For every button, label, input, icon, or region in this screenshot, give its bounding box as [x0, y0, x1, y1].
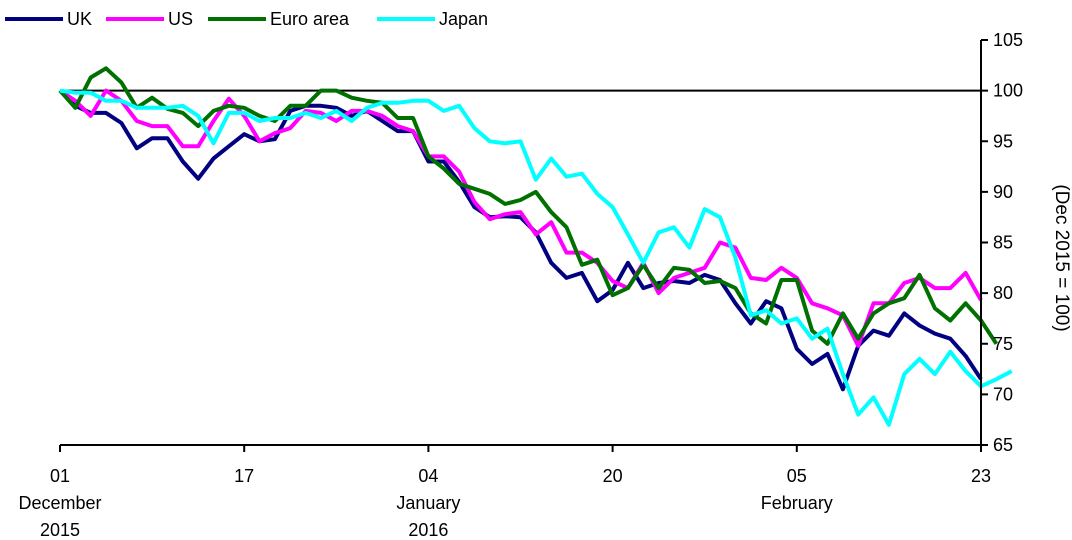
- x-tick-label: 2015: [40, 520, 80, 540]
- y-tick-label: 80: [993, 283, 1013, 303]
- x-tick-label: December: [18, 493, 101, 513]
- legend-label: Japan: [439, 9, 488, 29]
- series-group: [58, 66, 1013, 427]
- y-axis-label: (Dec 2015 = 100): [1051, 184, 1072, 331]
- x-tick-label: 2016: [408, 520, 448, 540]
- y-tick-label: 105: [993, 30, 1023, 50]
- y-tick-label: 100: [993, 81, 1023, 101]
- y-tick-label: 70: [993, 384, 1013, 404]
- x-tick-label: January: [396, 493, 460, 513]
- x-tick-label: 23: [971, 466, 991, 486]
- series-line-euro-area: [58, 66, 999, 346]
- legend-label: Euro area: [270, 9, 350, 29]
- x-tick-label: 17: [234, 466, 254, 486]
- x-ticks-group: 01 December 2015 17 04 January 2016 20 05 Februar…: [18, 445, 991, 540]
- x-tick-label: 04: [418, 466, 438, 486]
- legend-label: US: [168, 9, 193, 29]
- x-tick-label: February: [761, 493, 833, 513]
- x-tick-label: 01: [50, 466, 70, 486]
- y-tick-label: 65: [993, 435, 1013, 455]
- series-line-japan: [59, 88, 1013, 427]
- y-ticks-group: 65 70 75 80 85 90 95 100 105: [981, 30, 1023, 455]
- y-tick-label: 95: [993, 131, 1013, 151]
- legend-label: UK: [67, 9, 92, 29]
- y-tick-label: 75: [993, 334, 1013, 354]
- y-tick-label: 90: [993, 182, 1013, 202]
- y-tick-label: 85: [993, 233, 1013, 253]
- series-line-uk: [58, 89, 983, 392]
- x-tick-label: 20: [603, 466, 623, 486]
- legend: UK US Euro area Japan: [5, 9, 488, 29]
- x-tick-label: 05: [787, 466, 807, 486]
- series-line-us: [58, 88, 983, 348]
